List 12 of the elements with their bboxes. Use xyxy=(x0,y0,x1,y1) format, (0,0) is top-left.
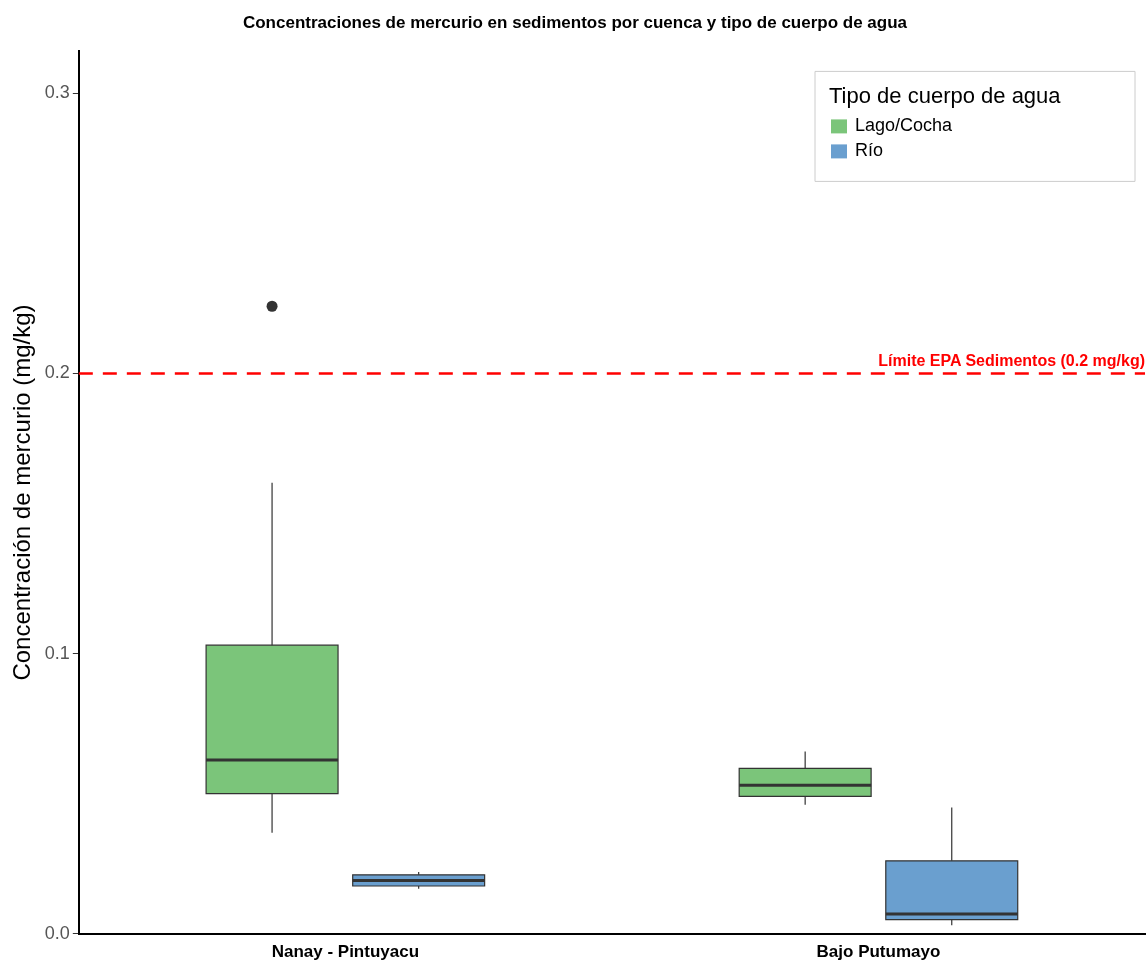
y-tick-label: 0.3 xyxy=(44,82,70,103)
legend-label: Río xyxy=(855,140,884,161)
legend-title: Tipo de cuerpo de agua xyxy=(829,83,1062,109)
y-tick-label: 0.0 xyxy=(44,922,70,943)
legend-label: Lago/Cocha xyxy=(855,115,954,136)
y-tick-label: 0.2 xyxy=(44,362,70,383)
x-tick-label: Nanay - Pintuyacu xyxy=(271,942,420,962)
y-axis-title: Concentración de mercurio (mg/kg) xyxy=(8,304,36,681)
ref-line-label: Límite EPA Sedimentos (0.2 mg/kg) xyxy=(878,351,1145,369)
x-tick-label: Bajo Putumayo xyxy=(816,942,941,962)
chart-title: Concentraciones de mercurio en sedimentos por cuenca y tipo de cuerpo de agua xyxy=(242,12,908,32)
y-tick-label: 0.1 xyxy=(44,642,70,663)
